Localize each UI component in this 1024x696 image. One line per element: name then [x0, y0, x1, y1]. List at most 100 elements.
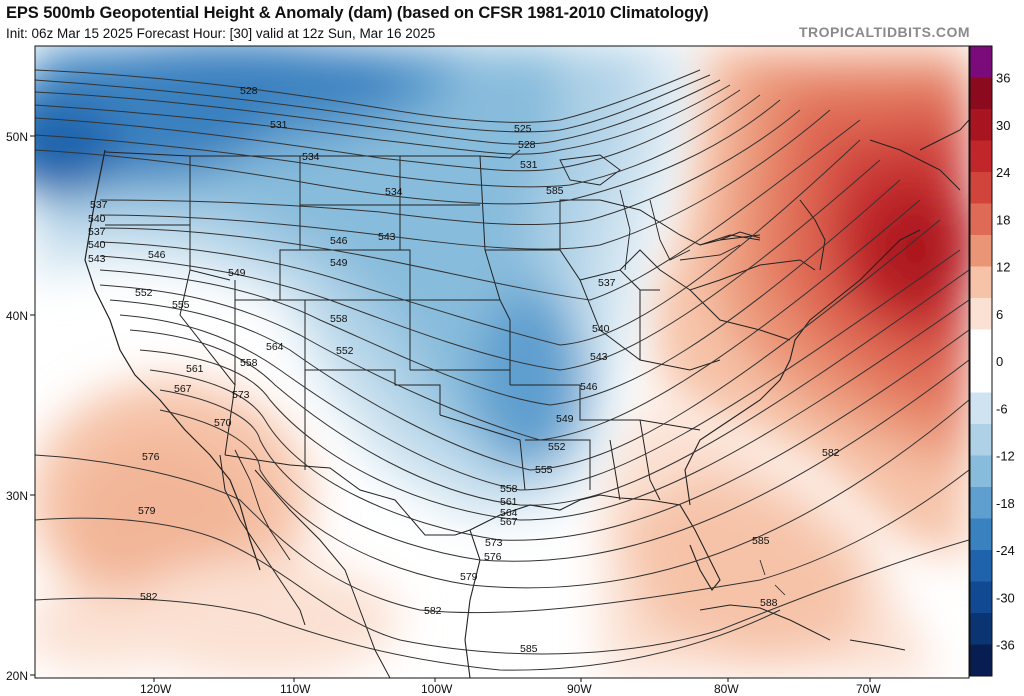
lon-label: 100W — [421, 682, 453, 696]
contour-label: 531 — [270, 119, 288, 131]
contour-label: 567 — [500, 516, 518, 528]
contour-label: 558 — [240, 357, 258, 369]
contour-label: 534 — [302, 151, 320, 163]
contour-label: 528 — [240, 85, 258, 97]
contour-label: 546 — [580, 381, 598, 393]
colorbar-swatch — [970, 266, 992, 299]
contour-label: 555 — [535, 464, 553, 476]
contour-label: 552 — [135, 287, 153, 299]
contour-label: 579 — [138, 505, 156, 517]
contour-label: 570 — [214, 417, 232, 429]
contour-label: 531 — [520, 159, 538, 171]
colorbar-swatch — [970, 235, 992, 267]
colorbar-tick-label: 24 — [996, 165, 1010, 180]
contour-label: 537 — [90, 199, 108, 211]
colorbar-swatch — [970, 109, 992, 141]
contour-label: 555 — [172, 299, 190, 311]
colorbar-swatch — [970, 518, 992, 551]
colorbar-swatch — [970, 140, 992, 173]
colorbar-swatch — [970, 298, 992, 330]
contour-label: 585 — [520, 643, 538, 655]
colorbar-tick-label: 6 — [996, 307, 1003, 322]
colorbar-swatch — [970, 581, 992, 614]
contour-label: 588 — [760, 597, 778, 609]
colorbar-swatch — [970, 550, 992, 582]
colorbar-swatch — [970, 203, 992, 236]
site-watermark: TROPICALTIDBITS.COM — [798, 24, 970, 40]
colorbar-swatch — [970, 77, 992, 110]
lat-label: 20N — [6, 669, 28, 683]
contour-label: 540 — [88, 213, 106, 225]
contour-label: 537 — [88, 226, 106, 238]
colorbar-frame — [969, 45, 993, 677]
contour-label: 573 — [232, 389, 250, 401]
colorbar-tick-label: -30 — [996, 590, 1015, 605]
contour-label: 564 — [500, 507, 518, 519]
contour-label: 549 — [556, 413, 574, 425]
contour-label: 573 — [485, 537, 503, 549]
contour-label: 534 — [385, 186, 403, 198]
contour-label: 537 — [598, 277, 616, 289]
contour-label: 576 — [484, 551, 502, 563]
map-frame — [34, 45, 970, 679]
contour-label: 576 — [142, 451, 160, 463]
contour-label: 549 — [228, 267, 246, 279]
colorbar-swatch — [970, 644, 992, 677]
lon-label: 80W — [714, 682, 739, 696]
colorbar-tick-label: -36 — [996, 638, 1015, 653]
contour-label: 543 — [590, 351, 608, 363]
contour-label: 567 — [174, 383, 192, 395]
lat-label: 50N — [6, 130, 28, 144]
lat-label: 40N — [6, 309, 28, 323]
lon-label: 120W — [140, 682, 172, 696]
lat-ticks — [30, 135, 35, 676]
contour-label: 546 — [148, 249, 166, 261]
boundaries — [84, 119, 969, 678]
colorbar-swatch — [970, 329, 992, 362]
colorbar-swatch — [970, 455, 992, 488]
contour-label: 582 — [140, 591, 158, 603]
colorbar-tick-label: 36 — [996, 71, 1010, 86]
contour-label: 552 — [336, 345, 354, 357]
colorbar: 36 30 24 18 12 6 0 -6 -12 -18 -24 -30 -36 — [969, 45, 1015, 677]
colorbar-tick-label: -12 — [996, 449, 1015, 464]
contour-label: 540 — [592, 323, 610, 335]
contour-label: 585 — [752, 535, 770, 547]
anomaly-field — [35, 46, 969, 678]
lon-ticks — [153, 678, 871, 682]
contour-label: 540 — [88, 239, 106, 251]
colorbar-swatch — [970, 361, 992, 393]
lon-label: 70W — [856, 682, 881, 696]
contour-label: 564 — [266, 341, 284, 353]
lat-label: 30N — [6, 489, 28, 503]
map-title: EPS 500mb Geopotential Height & Anomaly … — [6, 4, 709, 22]
lon-label: 110W — [280, 682, 311, 696]
colorbar-tick-label: 12 — [996, 260, 1010, 275]
colorbar-tick-label: 30 — [996, 118, 1010, 133]
colorbar-tick-label: -18 — [996, 496, 1015, 511]
contour-label: 558 — [330, 313, 348, 325]
lat-labels: 50N 40N 30N 20N — [6, 130, 28, 683]
contour-label: 561 — [500, 496, 518, 508]
contour-label: 546 — [330, 235, 348, 247]
contour-label: 558 — [500, 483, 518, 495]
lon-labels: 120W 110W 100W 90W 80W 70W — [140, 682, 881, 696]
height-contours — [35, 69, 969, 671]
contour-label: 561 — [186, 363, 204, 375]
colorbar-swatch — [970, 392, 992, 425]
contour-label: 582 — [822, 447, 840, 459]
contour-label: 525 — [514, 123, 532, 135]
contour-label: 549 — [330, 257, 348, 269]
colorbar-swatch — [970, 613, 992, 645]
colorbar-swatch — [970, 172, 992, 204]
colorbar-swatch — [970, 487, 992, 519]
map-subtitle: Init: 06z Mar 15 2025 Forecast Hour: [30… — [6, 26, 436, 41]
contour-label: 585 — [546, 185, 564, 197]
contour-label: 528 — [518, 139, 536, 151]
contour-label: 582 — [424, 605, 442, 617]
contour-label: 543 — [378, 231, 396, 243]
contour-label: 552 — [548, 441, 566, 453]
lon-label: 90W — [567, 682, 592, 696]
